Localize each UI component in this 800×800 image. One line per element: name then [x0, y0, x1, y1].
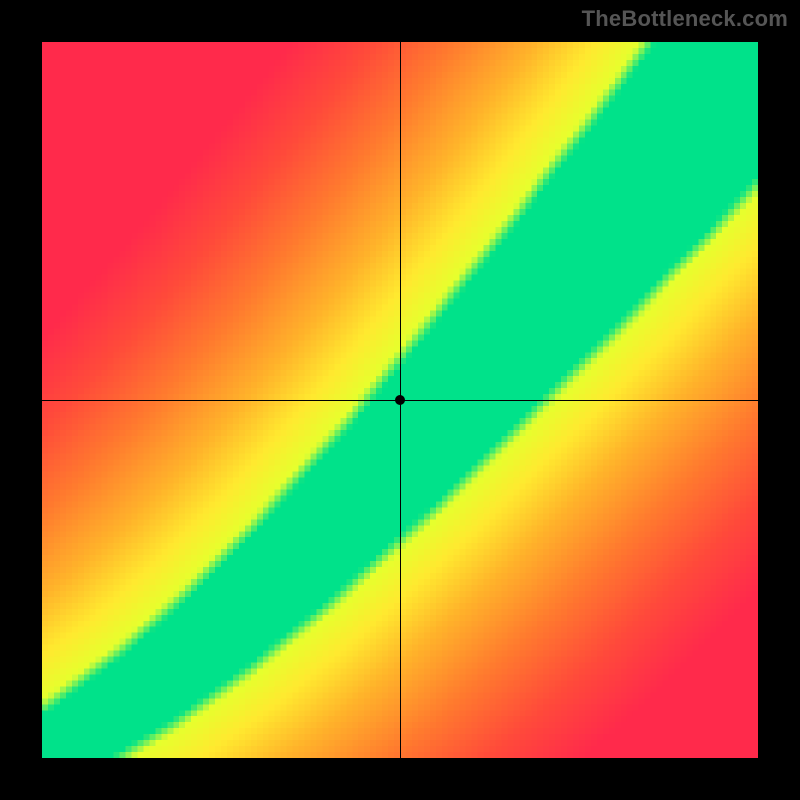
crosshair-dot: [395, 395, 405, 405]
chart-container: TheBottleneck.com: [0, 0, 800, 800]
watermark-text: TheBottleneck.com: [582, 6, 788, 32]
plot-frame: [42, 42, 758, 758]
